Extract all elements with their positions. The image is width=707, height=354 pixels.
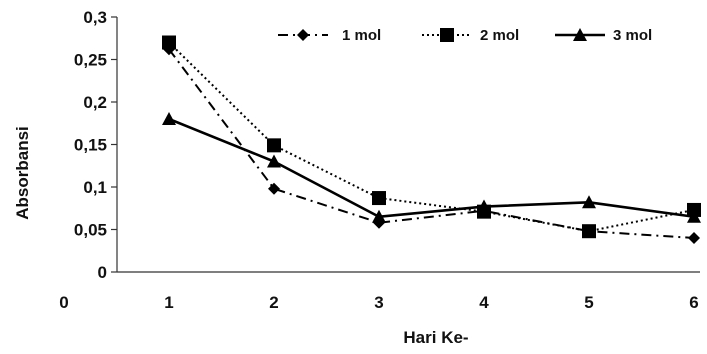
data-point-marker	[582, 224, 596, 239]
series-group	[162, 35, 701, 244]
series-1-mol	[163, 43, 700, 244]
legend: 1 mol 2 mol 3 mol	[278, 27, 652, 44]
legend-label: 1 mol	[342, 27, 381, 44]
data-point-marker	[268, 182, 280, 195]
x-tick-label: 2	[269, 293, 278, 312]
legend-marker	[297, 29, 309, 41]
legend-label: 2 mol	[480, 27, 519, 44]
y-axis-title: Absorbansi	[13, 126, 32, 220]
y-tick-label: 0,3	[83, 8, 107, 27]
data-point-marker	[372, 209, 386, 223]
legend-item: 2 mol	[422, 27, 519, 44]
x-tick-label: 1	[164, 293, 173, 312]
x-tick-label: 5	[584, 293, 593, 312]
data-point-marker	[372, 191, 386, 206]
legend-label: 3 mol	[613, 27, 652, 44]
x-tick-label: 0	[59, 293, 68, 312]
data-point-marker	[162, 112, 176, 125]
data-point-marker	[688, 232, 700, 244]
data-point-marker	[687, 209, 701, 223]
data-point-marker	[162, 35, 176, 50]
series-3-mol	[162, 112, 701, 223]
legend-item: 3 mol	[555, 27, 652, 44]
y-tick-label: 0,2	[83, 93, 107, 112]
legend-marker	[573, 28, 587, 41]
x-axis-title: Hari Ke-	[403, 328, 468, 347]
y-tick-label: 0,25	[74, 51, 107, 70]
y-tick-label: 0,05	[74, 221, 107, 240]
x-tick-label: 3	[374, 293, 383, 312]
x-tick-label: 4	[479, 293, 489, 312]
data-point-marker	[267, 138, 281, 153]
y-tick-label: 0,1	[83, 178, 107, 197]
series-line	[168, 48, 695, 239]
x-tick-label: 6	[689, 293, 698, 312]
y-tick-label: 0,15	[74, 136, 107, 155]
legend-marker	[440, 28, 454, 42]
legend-item: 1 mol	[278, 27, 381, 44]
data-point-marker	[582, 195, 596, 209]
axes: 0 0,05 0,1 0,15 0,2 0,25 0,3 0 1 2 3 4 5 6	[59, 8, 700, 312]
series-line	[168, 41, 695, 233]
data-point-marker	[267, 154, 281, 168]
y-tick-label: 0	[98, 263, 107, 282]
data-point-marker	[477, 199, 491, 213]
series-line	[168, 117, 695, 219]
